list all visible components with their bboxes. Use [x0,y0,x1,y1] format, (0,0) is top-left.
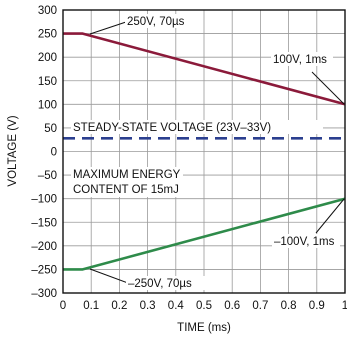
annotation-leader-pos-start [89,21,127,35]
x-tick-label: 0.3 [140,300,156,312]
chart-grid [63,10,345,293]
x-tick-label: 0.6 [224,300,240,312]
x-tick-label: 0.7 [252,300,268,312]
x-tick-label: 0.4 [168,300,185,312]
annotation-pos-end: 100V, 1ms [273,54,327,66]
annotations: 250V, 70µs 100V, 1ms STEADY-STATE VOLTAG… [71,14,345,290]
x-tick-label: 0 [60,300,66,312]
annotation-pos-start: 250V, 70µs [127,16,185,28]
annotation-energy-line1: MAXIMUM ENERGY [73,169,181,181]
y-tick-label: –250 [31,264,57,276]
annotation-steady-state: STEADY-STATE VOLTAGE (23V–33V) [73,122,271,134]
y-tick-label: 0 [51,147,57,159]
x-axis-title: TIME (ms) [177,322,231,334]
annotation-leader-neg-start [89,268,129,284]
y-tick-label: 100 [38,99,57,111]
negative-transient-line [63,197,346,271]
annotation-neg-start: –250V, 70µs [128,278,192,290]
y-tick-label: –200 [31,241,57,253]
y-tick-label: –50 [38,170,57,182]
x-tick-label: 0.1 [83,300,99,312]
x-tick-label: 0.5 [196,300,212,312]
chart-series [63,32,346,271]
annotation-neg-end: –100V, 1ms [274,236,335,248]
x-tick-label: 0.9 [309,300,325,312]
y-tick-label: 200 [38,52,57,64]
annotation-leader-pos-end [311,71,345,105]
y-tick-label: –150 [31,217,57,229]
x-tick-label: 0.8 [281,300,297,312]
plot-frame [62,9,346,294]
y-tick-labels: 300 250 200 150 100 50 0 –50 –100 –150 –200 –250 –30… [31,5,57,300]
positive-transient-line [63,32,346,106]
x-tick-label: 1 [342,300,347,312]
x-tick-label: 0.2 [111,300,127,312]
annotation-leader-neg-end [315,198,345,234]
y-tick-label: 250 [38,29,57,41]
y-tick-label: 50 [44,123,57,135]
y-tick-label: 300 [38,5,57,17]
y-axis-title: VOLTAGE (V) [7,115,19,186]
y-tick-label: –100 [31,194,57,206]
y-tick-label: –300 [31,288,57,300]
annotation-energy-line2: CONTENT OF 15mJ [73,184,179,196]
x-tick-labels: 0 0.1 0.2 0.3 0.4 0.5 0.6 0.7 0.8 0.9 1 [60,300,347,312]
y-tick-label: 150 [38,76,57,88]
